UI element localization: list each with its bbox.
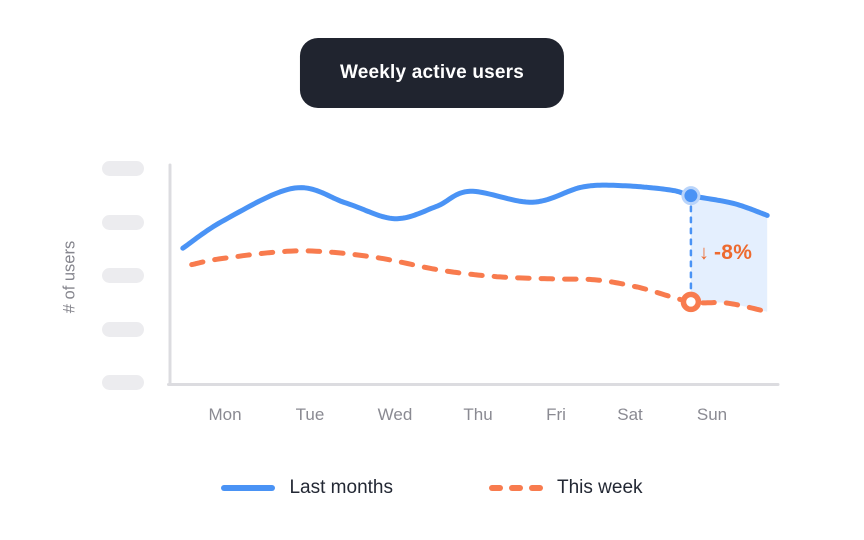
annotation-text: -8% (714, 241, 753, 264)
legend-item-this-week: This week (488, 477, 643, 499)
legend-swatch-solid-line (221, 485, 276, 491)
y-tick-placeholder (102, 268, 144, 283)
y-tick-placeholder (102, 321, 144, 337)
this-week-point-marker (680, 291, 702, 313)
y-axis-tick-placeholders (102, 161, 144, 390)
legend-label: Last months (289, 477, 393, 498)
y-tick-placeholder (102, 214, 144, 230)
delta-shaded-region (690, 195, 768, 312)
legend-swatch-dashed-line (488, 485, 543, 491)
legend-label: This week (556, 477, 643, 498)
x-axis-label-thu: Thu (463, 405, 493, 424)
x-axis-label-sat: Sat (617, 405, 643, 424)
chart-title-badge: Weekly active users (299, 38, 565, 108)
x-axis-label-sun: Sun (696, 405, 728, 424)
last-months-point-marker (681, 186, 701, 206)
legend: Last months This week (0, 477, 864, 499)
series-line-this-week (189, 248, 770, 315)
x-axis-label-mon: Mon (208, 405, 242, 424)
y-tick-placeholder (102, 375, 144, 390)
axis-lines (167, 163, 780, 386)
down-arrow-icon: ↓ (699, 241, 709, 264)
decline-annotation: ↓ -8% (699, 241, 752, 265)
x-axis-label-tue: Tue (295, 405, 325, 424)
y-tick-placeholder (102, 161, 144, 176)
x-axis-label-wed: Wed (377, 405, 413, 424)
series-line-last-months (180, 182, 770, 251)
x-axis-label-fri: Fri (546, 405, 566, 424)
legend-item-last-months: Last months (221, 477, 393, 499)
chart-title: Weekly active users (339, 62, 525, 83)
